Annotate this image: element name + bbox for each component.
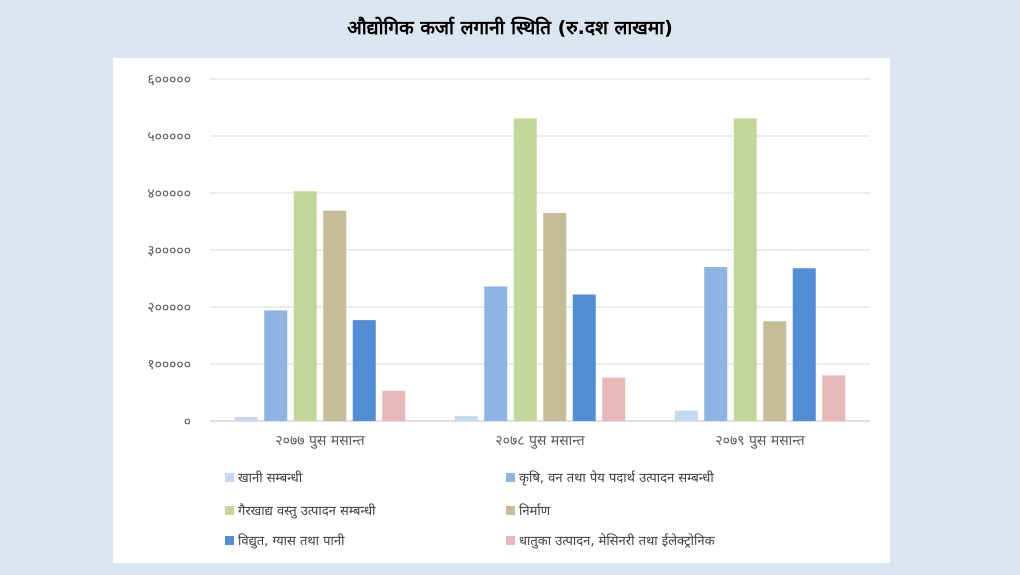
legend-swatch [225, 472, 234, 482]
legend-swatch [225, 535, 234, 545]
legend-label: धातुका उत्पादन, मेसिनरी तथा ईलेक्ट्रोनिक [519, 534, 715, 549]
bar [704, 267, 728, 421]
bar [543, 212, 567, 421]
x-tick-label: २०७७ पुस मसान्त [275, 433, 365, 449]
legend-item: गैरखाद्य वस्तु उत्पादन सम्बन्धी [225, 501, 375, 519]
legend-label: निर्माण [519, 504, 551, 519]
bar [763, 321, 787, 421]
y-tick-label: २००००० [147, 300, 191, 316]
y-tick-label: १००००० [147, 357, 191, 373]
bar [513, 118, 537, 421]
bar [352, 320, 376, 421]
legend-item: निर्माण [506, 501, 550, 519]
bar [234, 417, 258, 421]
bar [674, 410, 698, 421]
legend-label: खानी सम्बन्धी [238, 471, 303, 486]
bar-chart: ० १००००० २००००० ३००००० ४००००० ५००००० ६००००० २०७… [147, 72, 870, 449]
y-tick-label: ४००००० [147, 186, 191, 202]
bar [602, 377, 626, 421]
legend-item: धातुका उत्पादन, मेसिनरी तथा ईलेक्ट्रोनिक [506, 531, 715, 549]
legend-swatch [506, 472, 515, 482]
bar [484, 286, 508, 421]
legend-label: गैरखाद्य वस्तु उत्पादन सम्बन्धी [238, 504, 376, 519]
chart-title: औद्योगिक कर्जा लगानी स्थिति (रु.दश लाखमा… [347, 17, 673, 39]
x-tick-label: २०७९ पुस मसान्त [715, 433, 805, 449]
bar [382, 390, 406, 421]
bar [323, 210, 347, 421]
legend-swatch [225, 505, 234, 515]
bar [822, 375, 846, 421]
x-tick-label: २०७८ पुस मसान्त [495, 433, 585, 449]
y-tick-label: ० [184, 414, 191, 430]
y-tick-label: ५००००० [147, 129, 191, 145]
bar [264, 310, 288, 421]
legend-item: कृषि, वन तथा पेय पदार्थ उत्पादन सम्बन्धी [506, 468, 714, 486]
bar [572, 294, 596, 421]
bar [454, 415, 478, 421]
legend-label: विद्युत, ग्यास तथा पानी [238, 534, 345, 549]
y-tick-label: ६००००० [147, 72, 191, 88]
legend-swatch [506, 535, 515, 545]
chart-area: ० १००००० २००००० ३००००० ४००००० ५००००० ६००००० २०७… [113, 58, 890, 563]
legend-item: खानी सम्बन्धी [225, 468, 302, 486]
legend-swatch [506, 505, 515, 515]
bar [792, 268, 816, 421]
bar [733, 118, 757, 421]
y-tick-label: ३००००० [147, 243, 191, 259]
legend-item: विद्युत, ग्यास तथा पानी [225, 531, 345, 549]
bar [293, 191, 317, 421]
legend-label: कृषि, वन तथा पेय पदार्थ उत्पादन सम्बन्धी [519, 471, 714, 486]
legend: खानी सम्बन्धी कृषि, वन तथा पेय पदार्थ उत्… [113, 466, 890, 563]
